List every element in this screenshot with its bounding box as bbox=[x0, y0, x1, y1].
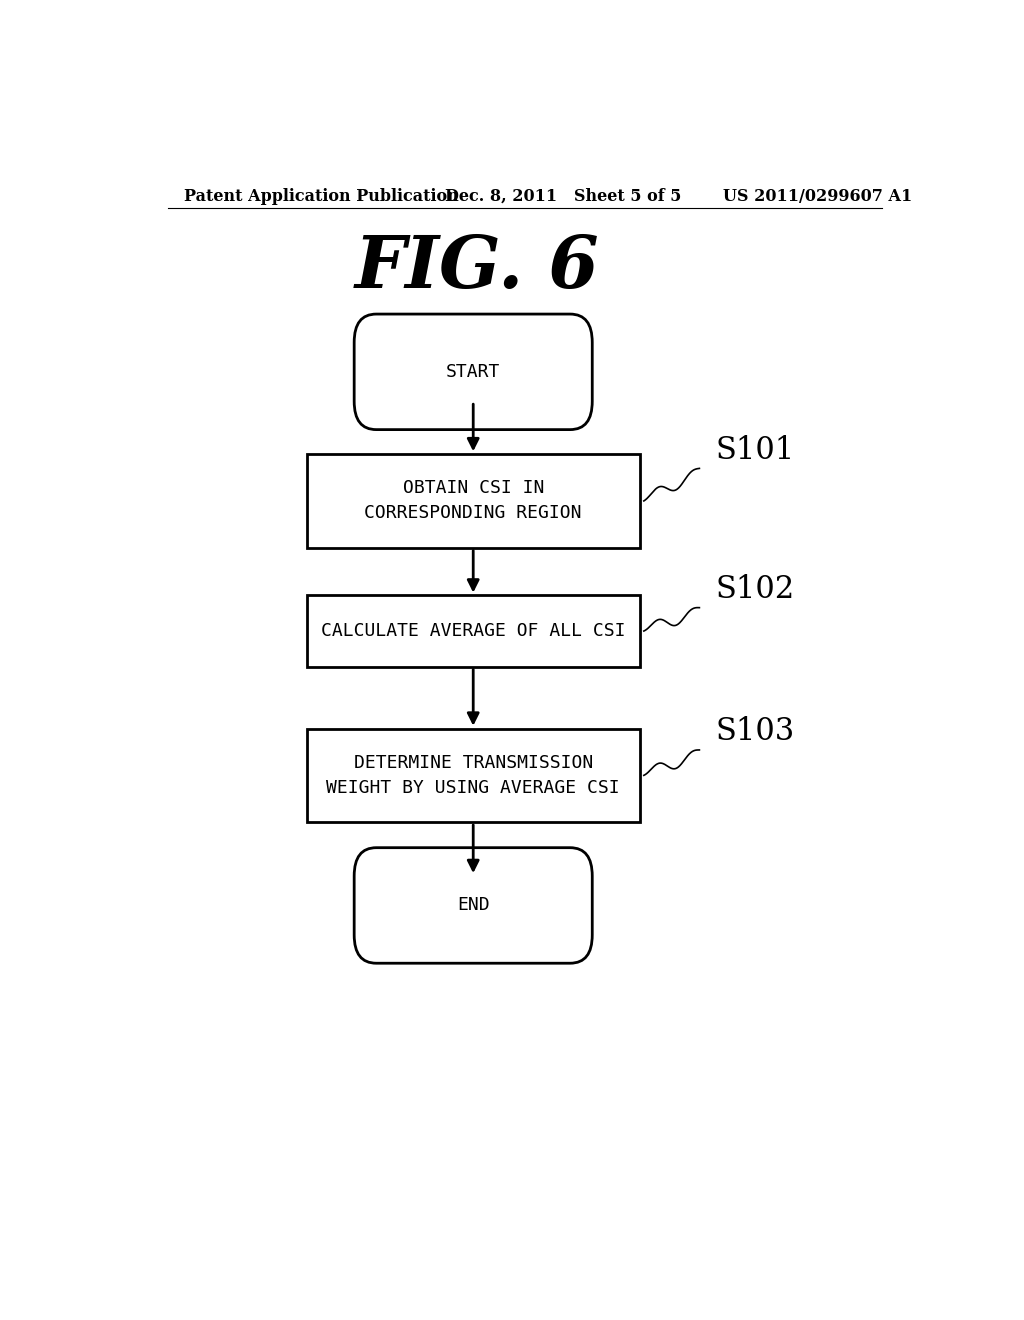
FancyBboxPatch shape bbox=[354, 314, 592, 429]
Text: END: END bbox=[457, 896, 489, 915]
Bar bbox=[306, 595, 640, 667]
Text: S103: S103 bbox=[715, 717, 795, 747]
Text: FIG. 6: FIG. 6 bbox=[355, 231, 599, 302]
Text: START: START bbox=[446, 363, 501, 381]
Text: DETERMINE TRANSMISSION
WEIGHT BY USING AVERAGE CSI: DETERMINE TRANSMISSION WEIGHT BY USING A… bbox=[327, 754, 620, 797]
Text: US 2011/0299607 A1: US 2011/0299607 A1 bbox=[723, 187, 912, 205]
Bar bbox=[306, 454, 640, 548]
Bar bbox=[306, 729, 640, 822]
Text: S102: S102 bbox=[715, 574, 795, 605]
Text: S101: S101 bbox=[715, 434, 795, 466]
FancyBboxPatch shape bbox=[354, 847, 592, 964]
Text: OBTAIN CSI IN
CORRESPONDING REGION: OBTAIN CSI IN CORRESPONDING REGION bbox=[365, 479, 582, 523]
Text: Dec. 8, 2011   Sheet 5 of 5: Dec. 8, 2011 Sheet 5 of 5 bbox=[445, 187, 682, 205]
Text: Patent Application Publication: Patent Application Publication bbox=[183, 187, 459, 205]
Text: CALCULATE AVERAGE OF ALL CSI: CALCULATE AVERAGE OF ALL CSI bbox=[321, 622, 626, 640]
